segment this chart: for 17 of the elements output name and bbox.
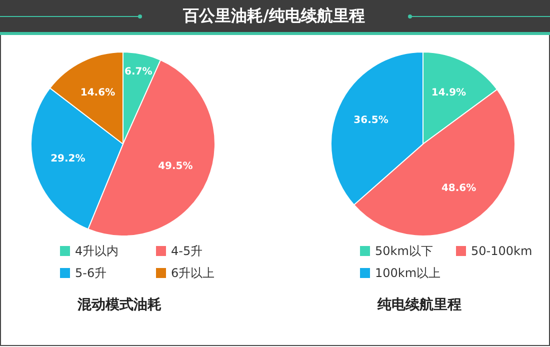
data-label: 29.2% <box>50 153 86 164</box>
data-label: 36.5% <box>354 115 388 126</box>
data-label: 14.6% <box>80 87 116 98</box>
legend-label: 5-6升 <box>75 264 107 282</box>
text: 混动模式油耗 <box>76 296 162 314</box>
legend-label: 6升以上 <box>171 264 215 282</box>
data-label: 49.5% <box>158 160 193 172</box>
data-label: 6.7% <box>124 66 152 78</box>
text: 纯电续航里程 <box>376 296 462 314</box>
text: 百公里油耗/纯电续航里程 <box>0 0 548 32</box>
legend-label: 100km以上 <box>375 264 441 282</box>
data-label: 14.9% <box>431 88 466 99</box>
data-label: 48.6% <box>441 182 476 194</box>
legend-label: 50-100km <box>471 244 532 258</box>
legend-label: 4升以内 <box>75 242 119 260</box>
legend-label: 4-5升 <box>171 242 203 260</box>
legend-label: 50km以下 <box>375 242 433 260</box>
